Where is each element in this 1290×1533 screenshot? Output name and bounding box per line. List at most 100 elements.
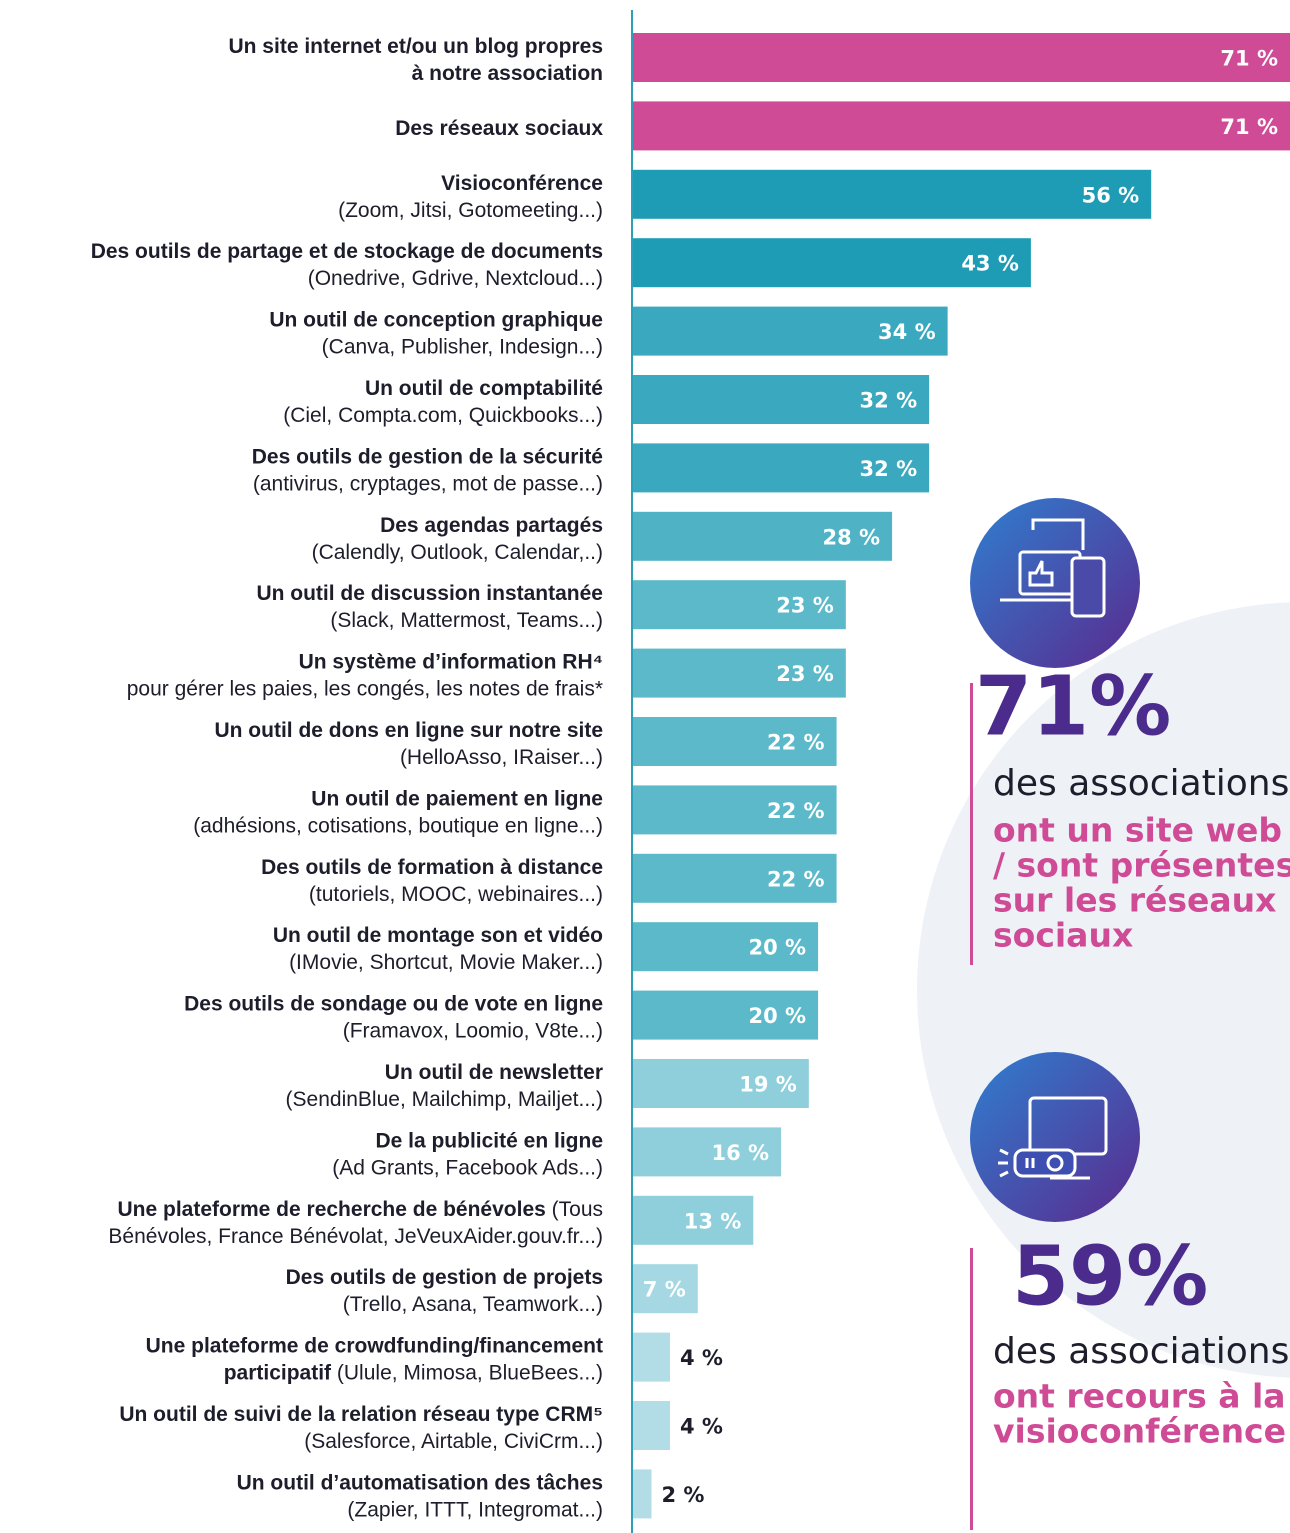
label-normal: (Ciel, Compta.com, Quickbooks...) — [283, 404, 603, 427]
category-label: (adhésions, cotisations, boutique en lig… — [193, 814, 603, 837]
label-normal: (Zapier, ITTT, Integromat...) — [347, 1498, 603, 1521]
label-normal: (Canva, Publisher, Indesign...) — [322, 335, 603, 358]
category-label: Des outils de formation à distance — [261, 855, 603, 878]
label-normal: (HelloAsso, IRaiser...) — [400, 746, 603, 769]
callout-highlight: sur les réseaux — [993, 881, 1276, 920]
category-label: (antivirus, cryptages, mot de passe...) — [253, 472, 603, 495]
label-bold: Un outil de montage son et vidéo — [273, 924, 603, 947]
value-label: 56 % — [1082, 183, 1140, 207]
category-label: (Zapier, ITTT, Integromat...) — [347, 1498, 603, 1521]
label-normal: (tutoriels, MOOC, webinaires...) — [309, 882, 603, 905]
category-label: Des outils de gestion de projets — [286, 1266, 603, 1289]
value-label: 71 % — [1220, 115, 1278, 139]
icon-visio — [970, 1052, 1140, 1222]
category-label: (SendinBlue, Mailchimp, Mailjet...) — [286, 1088, 603, 1111]
label-normal: (Slack, Mattermost, Teams...) — [330, 609, 603, 632]
label-normal: (adhésions, cotisations, boutique en lig… — [193, 814, 603, 837]
value-label: 34 % — [878, 320, 936, 344]
category-label: Un outil de newsletter — [385, 1061, 603, 1084]
value-label: 71 % — [1220, 47, 1278, 71]
callout-bar — [970, 1248, 973, 1530]
label-normal: pour gérer les paies, les congés, les no… — [127, 677, 603, 700]
label-normal: (Zoom, Jitsi, Gotomeeting...) — [338, 198, 603, 221]
category-label: (Onedrive, Gdrive, Nextcloud...) — [308, 267, 603, 290]
label-bold: Un outil de conception graphique — [269, 308, 603, 331]
label-bold: participatif — [224, 1361, 332, 1384]
label-bold: Un outil de suivi de la relation réseau … — [119, 1403, 603, 1426]
bar — [633, 648, 846, 698]
bar — [633, 1059, 809, 1108]
category-label: Des agendas partagés — [380, 513, 603, 536]
category-label: à notre association — [412, 62, 603, 85]
label-bold: à notre association — [412, 62, 603, 85]
value-label: 20 % — [748, 1004, 806, 1028]
category-label: Une plateforme de recherche de bénévoles… — [117, 1197, 603, 1220]
label-normal: (Trello, Asana, Teamwork...) — [343, 1293, 603, 1316]
label-bold: Un outil de dons en ligne sur notre site — [214, 719, 603, 742]
bar — [633, 306, 948, 356]
label-normal: (Onedrive, Gdrive, Nextcloud...) — [308, 267, 603, 290]
category-label: Un outil d’automatisation des tâches — [237, 1471, 603, 1494]
value-label: 43 % — [961, 252, 1019, 276]
value-label: 22 % — [767, 799, 825, 823]
value-label: 23 % — [776, 662, 834, 686]
label-bold: Un outil de newsletter — [385, 1061, 603, 1084]
category-label: Un outil de paiement en ligne — [311, 787, 603, 810]
category-label: (Canva, Publisher, Indesign...) — [322, 335, 603, 358]
label-normal: (Ad Grants, Facebook Ads...) — [332, 1156, 603, 1179]
category-label: (Framavox, Loomio, V8te...) — [343, 1019, 603, 1042]
category-label: De la publicité en ligne — [375, 1129, 603, 1152]
value-label: 32 % — [860, 457, 918, 481]
label-bold: Un site internet et/ou un blog propres — [228, 35, 603, 58]
label-bold: Des outils de formation à distance — [261, 855, 603, 878]
value-label: 23 % — [776, 594, 834, 618]
icon-web — [970, 498, 1140, 668]
label-bold: Une plateforme de recherche de bénévoles — [117, 1197, 545, 1220]
callout-figure: 71% — [975, 659, 1171, 754]
label-bold: Des outils de sondage ou de vote en lign… — [184, 992, 603, 1015]
callout-highlight: sociaux — [993, 916, 1133, 955]
value-label: 13 % — [684, 1209, 742, 1233]
callout-bar — [970, 683, 973, 965]
label-bold: Des outils de partage et de stockage de … — [91, 240, 603, 263]
label-bold: Des outils de gestion de projets — [286, 1266, 603, 1289]
category-label: (tutoriels, MOOC, webinaires...) — [309, 882, 603, 905]
category-label: (Ciel, Compta.com, Quickbooks...) — [283, 404, 603, 427]
label-bold: Une plateforme de crowdfunding/financeme… — [146, 1334, 603, 1357]
category-label: Visioconférence — [441, 171, 603, 194]
category-label: (Salesforce, Airtable, CiviCrm...) — [304, 1430, 603, 1453]
bar — [633, 1401, 671, 1450]
category-label: Un outil de conception graphique — [269, 308, 603, 331]
label-normal: (antivirus, cryptages, mot de passe...) — [253, 472, 603, 495]
bar — [633, 1469, 652, 1519]
category-label: (Zoom, Jitsi, Gotomeeting...) — [338, 198, 603, 221]
label-normal: (Tous — [546, 1197, 603, 1220]
label-normal: Bénévoles, France Bénévolat, JeVeuxAider… — [108, 1224, 603, 1247]
bar — [633, 990, 819, 1040]
category-label: Un outil de suivi de la relation réseau … — [119, 1403, 603, 1426]
category-label: Des réseaux sociaux — [395, 116, 603, 139]
label-bold: Des réseaux sociaux — [395, 116, 603, 139]
value-label: 28 % — [823, 525, 881, 549]
label-bold: Visioconférence — [441, 171, 603, 194]
category-label: Des outils de gestion de la sécurité — [252, 445, 603, 468]
bar — [633, 169, 1152, 219]
bar — [633, 443, 930, 493]
category-label: Un site internet et/ou un blog propres — [228, 35, 603, 58]
category-label: participatif (Ulule, Mimosa, BlueBees...… — [224, 1361, 603, 1384]
category-label: (HelloAsso, IRaiser...) — [400, 746, 603, 769]
label-bold: Un outil d’automatisation des tâches — [237, 1471, 603, 1494]
category-label: (Slack, Mattermost, Teams...) — [330, 609, 603, 632]
category-label: (Trello, Asana, Teamwork...) — [343, 1293, 603, 1316]
category-label: Des outils de partage et de stockage de … — [91, 240, 603, 263]
bar — [633, 922, 819, 972]
label-normal: (Salesforce, Airtable, CiviCrm...) — [304, 1430, 603, 1453]
category-label: (Calendly, Outlook, Calendar,..) — [312, 540, 603, 563]
label-normal: (IMovie, Shortcut, Movie Maker...) — [289, 951, 603, 974]
label-bold: Des agendas partagés — [380, 513, 603, 536]
label-bold: De la publicité en ligne — [375, 1129, 603, 1152]
callout-figure: 59% — [1012, 1229, 1208, 1324]
category-label: Un outil de dons en ligne sur notre site — [214, 719, 603, 742]
bar — [633, 375, 930, 424]
